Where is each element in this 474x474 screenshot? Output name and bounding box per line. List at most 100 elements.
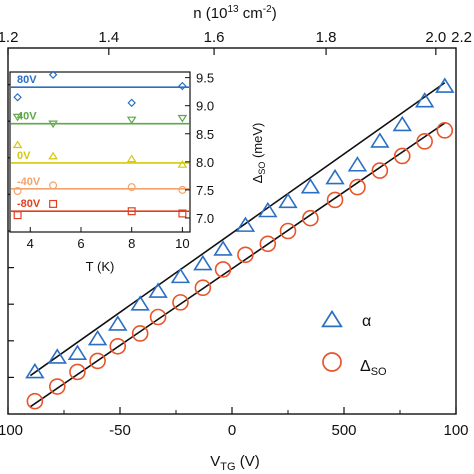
inset-point [12,140,23,149]
alpha-point [170,267,191,284]
inset-point [48,151,58,160]
inset-point [127,183,136,192]
x-tick-label: 500 [331,422,356,439]
delta-so-point [69,363,86,381]
delta-so-point [194,279,212,297]
inset-point [178,209,187,218]
inset-x-tick-label: 4 [27,236,34,251]
alpha-point [392,115,412,132]
inset-point [177,160,188,168]
x-tick-label: 0 [228,422,236,439]
alpha-point [47,348,67,364]
top-tick-label: 2.0 [425,29,446,46]
alpha-point [300,178,321,194]
delta-so-point [237,246,254,264]
inset-series-label: 0V [17,150,31,162]
alpha-point [148,282,168,298]
main-markers [25,77,455,410]
inset-y-axis: 7.0 7.5 8.0 8.5 9.0 9.5 [185,71,214,226]
legend-marker-alpha [321,309,343,328]
legend-triangle-marker [321,309,343,328]
alpha-point [278,192,298,209]
delta-so-point [436,122,454,139]
top-tick-label: 1.6 [204,29,225,46]
alpha-point [108,315,128,331]
inset-point [13,187,22,196]
inset-point [49,181,58,190]
inset-point [13,93,22,102]
alpha-point [67,344,88,361]
delta-so-point [26,392,44,410]
alpha-point [370,132,390,148]
alpha-point [213,240,233,256]
legend-circle-marker [322,352,342,372]
inset-x-axis: 4 6 8 10 [27,227,190,251]
inset-series-label: 40V [17,111,37,123]
inset-y-tick-label: 7.0 [196,211,214,226]
inset-y-axis-title: ΔSO (meV) [250,123,267,184]
alpha-point [193,254,213,271]
inset-series-label: -80V [17,198,41,210]
inset-point [126,154,137,163]
delta-so-point [214,261,232,278]
delta-so-point [326,191,344,209]
alpha-point [235,216,256,232]
alpha-point [414,92,435,108]
delta-so-point [89,352,106,370]
alpha-point [258,201,278,218]
inset-y-tick-label: 7.5 [196,183,214,198]
inset-point [126,116,137,125]
legend-marker-delta-so [322,352,342,372]
inset-frame [9,71,191,233]
top-tick-label: 1.2 [0,29,18,46]
inset-point [48,120,58,129]
inset-point [178,81,187,91]
top-axis-title: n (1013 cm-2) [193,4,276,22]
delta-so-point [393,147,411,165]
inset-y-tick-label: 9.0 [196,99,214,114]
delta-so-point [416,133,433,150]
inset-markers [12,70,188,220]
alpha-point [347,156,368,172]
inset-point [48,70,58,80]
main-top-axis: 1.2 1.4 1.6 1.8 2.0 2.2 [0,29,472,55]
inset-point [12,113,23,122]
delta-so-point [302,209,319,227]
delta-so-point [109,337,127,355]
inset-point [177,114,188,123]
alpha-point [435,77,455,93]
inset-series-label: 80V [17,74,37,86]
x-tick-label: -100 [0,422,23,439]
delta-so-point [172,294,189,311]
inset-y-tick-label: 8.0 [196,155,214,170]
legend: α ΔSO [321,309,387,378]
bottom-axis-title: VTG (V) [210,453,259,473]
top-tick-label: 2.2 [451,29,472,46]
alpha-point [325,168,345,185]
inset-point [49,199,58,208]
main-x-axis: -100 -50 0 500 100 [0,407,469,439]
top-tick-label: 1.4 [98,29,119,46]
top-tick-label: 1.8 [316,29,337,46]
inset-level-lines [11,86,189,213]
inset-point [127,98,136,108]
inset-point [13,211,22,220]
delta-so-point [259,235,277,253]
x-tick-label: -50 [109,422,131,439]
inset-series-labels: 80V 40V 0V -40V -80V [17,74,41,210]
inset-background [10,72,190,232]
delta-so-point [279,222,297,240]
delta-so-point [149,308,167,326]
inset-y-tick-label: 9.5 [196,71,214,86]
delta-so-point [371,162,389,179]
legend-label-alpha: α [362,313,371,330]
inset-y-tick-label: 8.5 [196,127,214,142]
alpha-point [25,362,45,379]
inset-x-axis-title: T (K) [86,259,115,274]
inset-series-label: -40V [17,176,41,188]
delta-so-point [48,378,66,395]
delta-so-point [131,325,149,342]
inset-x-tick-label: 8 [128,236,135,251]
